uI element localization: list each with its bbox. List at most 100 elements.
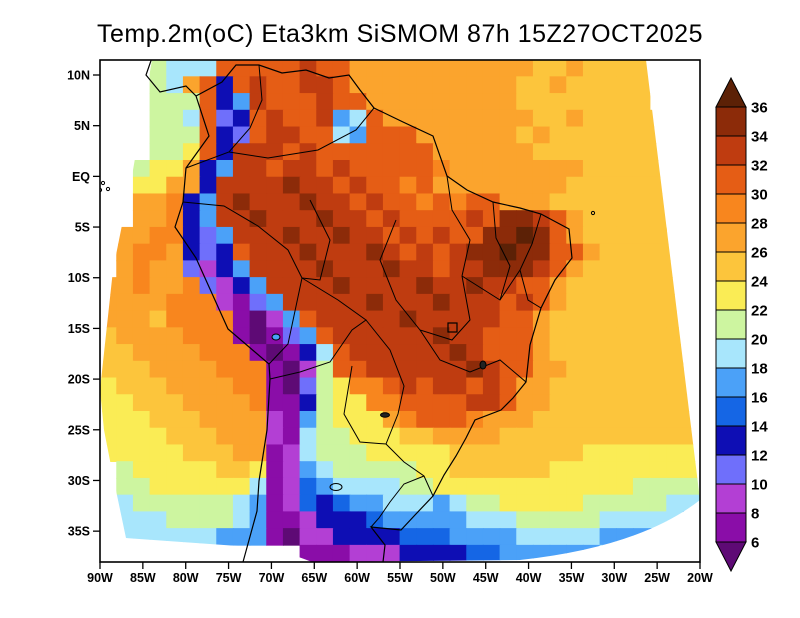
heatmap-cell: [633, 143, 650, 161]
heatmap-cell: [500, 127, 517, 145]
lat-tick-label: 5N: [74, 119, 90, 133]
heatmap-cell: [266, 110, 283, 128]
heatmap-cell: [250, 327, 267, 345]
heatmap-cell: [116, 244, 133, 262]
heatmap-cell: [450, 495, 467, 513]
heatmap-cell: [633, 244, 650, 262]
heatmap-cell: [416, 294, 433, 312]
heatmap-cell: [483, 210, 500, 228]
heatmap-cell: [566, 478, 583, 496]
heatmap-cell: [333, 260, 350, 278]
heatmap-cell: [533, 327, 550, 345]
heatmap-cell: [650, 378, 667, 396]
heatmap-cell: [583, 294, 600, 312]
heatmap-cell: [216, 444, 233, 462]
heatmap-cell: [533, 495, 550, 513]
heatmap-cell: [683, 478, 700, 496]
heatmap-cell: [350, 461, 367, 479]
heatmap-cell: [200, 361, 217, 379]
lat-tick-label: 10S: [68, 271, 90, 285]
lat-tick-label: 5S: [75, 221, 90, 235]
heatmap-cell: [150, 193, 167, 211]
heatmap-cell: [283, 277, 300, 295]
colorbar-segment: [716, 194, 746, 223]
heatmap-cell: [583, 193, 600, 211]
heatmap-cell: [583, 60, 600, 78]
heatmap-cell: [566, 160, 583, 178]
heatmap-cell: [433, 277, 450, 295]
heatmap-cell: [433, 143, 450, 161]
heatmap-cell: [600, 160, 617, 178]
heatmap-cell: [666, 294, 683, 312]
heatmap-cell: [350, 545, 367, 563]
heatmap-cell: [500, 227, 517, 245]
heatmap-cell: [683, 495, 700, 513]
heatmap-cell: [633, 160, 650, 178]
heatmap-cell: [366, 210, 383, 228]
heatmap-cell: [633, 277, 650, 295]
heatmap-cell: [350, 444, 367, 462]
heatmap-cell: [233, 127, 250, 145]
heatmap-cell: [600, 428, 617, 446]
heatmap-cell: [266, 294, 283, 312]
heatmap-cell: [483, 311, 500, 329]
heatmap-cell: [116, 378, 133, 396]
heatmap-cell: [516, 193, 533, 211]
heatmap-cell: [600, 143, 617, 161]
heatmap-cell: [116, 528, 133, 546]
heatmap-cell: [116, 277, 133, 295]
heatmap-cell: [350, 511, 367, 529]
heatmap-cell: [200, 528, 217, 546]
heatmap-cell: [283, 495, 300, 513]
heatmap-cell: [200, 511, 217, 529]
heatmap-cell: [133, 361, 150, 379]
heatmap-cell: [200, 327, 217, 345]
heatmap-cell: [183, 511, 200, 529]
heatmap-cell: [600, 277, 617, 295]
heatmap-cell: [666, 511, 683, 529]
heatmap-cell: [116, 461, 133, 479]
heatmap-cell: [266, 495, 283, 513]
heatmap-cell: [550, 143, 567, 161]
heatmap-cell: [500, 311, 517, 329]
heatmap-cell: [400, 60, 417, 78]
heatmap-cell: [650, 110, 667, 128]
heatmap-cell: [583, 127, 600, 145]
heatmap-cell: [466, 227, 483, 245]
heatmap-cell: [650, 461, 667, 479]
heatmap-cell: [483, 327, 500, 345]
heatmap-cell: [283, 127, 300, 145]
heatmap-cell: [666, 428, 683, 446]
heatmap-cell: [383, 478, 400, 496]
heatmap-cell: [483, 93, 500, 111]
heatmap-cell: [683, 528, 700, 546]
heatmap-cell: [216, 361, 233, 379]
heatmap-cell: [333, 277, 350, 295]
heatmap-cell: [233, 193, 250, 211]
heatmap-cell: [583, 444, 600, 462]
heatmap-cell: [650, 511, 667, 529]
heatmap-cell: [233, 311, 250, 329]
heatmap-cell: [216, 93, 233, 111]
heatmap-cell: [650, 327, 667, 345]
colorbar-arrow-top: [716, 78, 746, 107]
heatmap-cell: [233, 394, 250, 412]
heatmap-cell: [383, 210, 400, 228]
heatmap-cell: [200, 260, 217, 278]
lon-tick-label: 65W: [301, 571, 327, 585]
heatmap-cell: [500, 361, 517, 379]
heatmap-cell: [483, 511, 500, 529]
heatmap-cell: [633, 411, 650, 429]
heatmap-cell: [416, 277, 433, 295]
heatmap-cell: [633, 478, 650, 496]
heatmap-cell: [666, 411, 683, 429]
heatmap-cell: [200, 378, 217, 396]
heatmap-cell: [483, 127, 500, 145]
heatmap-cell: [200, 444, 217, 462]
colorbar-segment: [716, 310, 746, 339]
heatmap-cell: [200, 311, 217, 329]
heatmap-cell: [300, 511, 317, 529]
heatmap-cell: [533, 177, 550, 195]
heatmap-cell: [250, 60, 267, 78]
heatmap-cell: [133, 394, 150, 412]
